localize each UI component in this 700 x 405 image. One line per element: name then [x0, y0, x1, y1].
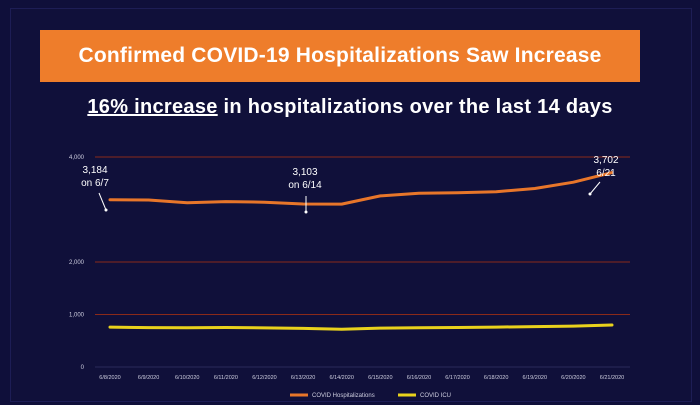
legend-label: COVID Hospitalizations [312, 393, 375, 399]
annotation-date: on 6/7 [81, 178, 109, 189]
title-banner: Confirmed COVID-19 Hospitalizations Saw … [40, 30, 640, 82]
annotation-arrowhead [304, 210, 308, 214]
data-point [340, 203, 343, 206]
x-tick-label: 6/9/2020 [138, 375, 159, 381]
series-lines [108, 171, 614, 331]
y-tick-label: 0 [81, 365, 85, 371]
subtitle-highlight: 16% increase [87, 96, 218, 118]
data-point [495, 326, 498, 329]
y-axis-ticks: 0 1,000 2,000 4,000 [69, 155, 85, 371]
data-point [224, 200, 227, 203]
annotation-arrow [589, 181, 601, 195]
data-point [611, 171, 613, 174]
x-axis-ticks: 6/8/2020 6/9/2020 6/10/2020 6/11/2020 6/12/2… [99, 375, 624, 381]
data-point [186, 326, 189, 329]
annotation-arrow [98, 192, 107, 211]
data-point [495, 190, 498, 193]
data-point [417, 326, 420, 329]
data-point [417, 192, 420, 195]
x-tick-label: 6/19/2020 [523, 375, 547, 381]
annotation-value: 3,103 [292, 167, 317, 178]
annotation-arrowhead [588, 192, 592, 196]
slide-subtitle: 16% increase in hospitalizations over th… [0, 96, 700, 119]
data-point [109, 326, 111, 329]
data-point [147, 326, 150, 329]
x-tick-label: 6/8/2020 [99, 375, 120, 381]
x-tick-label: 6/14/2020 [329, 375, 353, 381]
x-tick-label: 6/16/2020 [407, 375, 431, 381]
x-tick-label: 6/17/2020 [445, 375, 469, 381]
data-point [379, 327, 382, 330]
x-tick-label: 6/11/2020 [214, 375, 238, 381]
x-tick-label: 6/21/2020 [600, 375, 624, 381]
x-tick-label: 6/12/2020 [252, 375, 276, 381]
x-tick-label: 6/13/2020 [291, 375, 315, 381]
legend: COVID Hospitalizations COVID ICU [290, 393, 451, 399]
data-point [147, 199, 150, 202]
legend-label: COVID ICU [420, 393, 451, 399]
y-tick-label: 1,000 [69, 313, 85, 319]
x-tick-label: 6/15/2020 [368, 375, 392, 381]
gridlines [95, 156, 630, 368]
x-tick-label: 6/18/2020 [484, 375, 508, 381]
data-point [340, 328, 343, 331]
data-point [611, 324, 613, 326]
data-point [533, 325, 536, 328]
y-tick-label: 4,000 [69, 155, 85, 161]
annotation-arrowhead [104, 208, 108, 212]
data-point [456, 191, 459, 194]
data-point [379, 194, 382, 197]
slide-title: Confirmed COVID-19 Hospitalizations Saw … [78, 44, 602, 67]
data-point [572, 325, 575, 328]
annotation-date: 6/21 [596, 168, 616, 179]
data-point [302, 327, 305, 330]
data-point [533, 187, 536, 190]
data-point [263, 201, 266, 204]
annotation-date: on 6/14 [288, 180, 322, 191]
series-line-hospitalizations [108, 171, 614, 206]
annotation-value: 3,702 [593, 155, 618, 166]
x-tick-label: 6/10/2020 [175, 375, 199, 381]
annotation-value: 3,184 [82, 165, 107, 176]
data-point [263, 326, 266, 329]
data-point [109, 198, 111, 201]
data-point [186, 201, 189, 204]
y-tick-label: 2,000 [69, 260, 85, 266]
data-point [302, 202, 305, 205]
data-point [572, 181, 575, 184]
series-line-icu [108, 323, 614, 331]
subtitle-rest: in hospitalizations over the last 14 day… [217, 96, 613, 118]
data-point [456, 326, 459, 329]
annotations: 3,184 on 6/7 3,103 on 6/14 3,702 6/21 [81, 155, 619, 214]
data-point [224, 326, 227, 329]
x-tick-label: 6/20/2020 [561, 375, 585, 381]
